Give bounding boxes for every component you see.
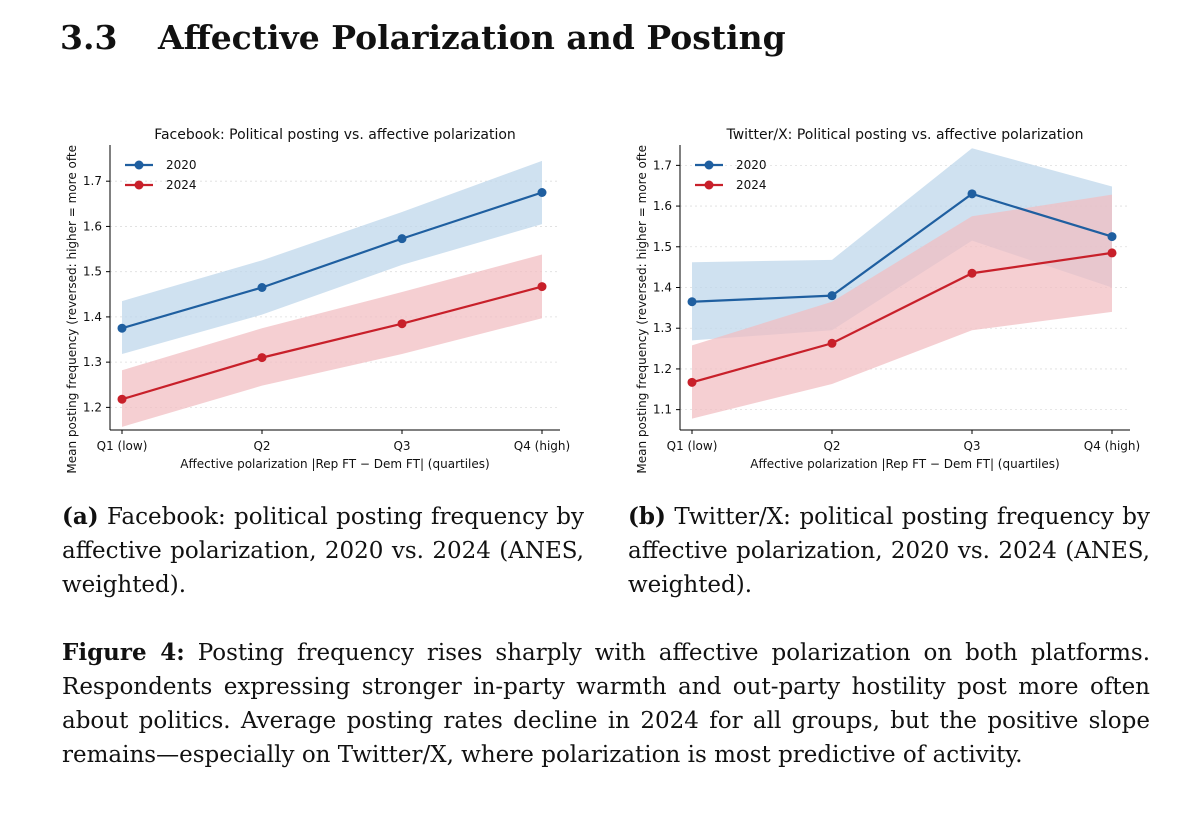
x-tick-label: Q2 — [823, 439, 840, 453]
confidence-band-2024 — [692, 194, 1112, 419]
y-tick-label: 1.3 — [83, 355, 102, 369]
section-heading: 3.3 Affective Polarization and Posting — [60, 18, 786, 57]
legend-marker-2024 — [134, 180, 144, 190]
y-tick-label: 1.6 — [83, 219, 102, 233]
data-point-2024 — [1107, 248, 1117, 258]
x-axis-label: Affective polarization |Rep FT − Dem FT|… — [180, 457, 489, 471]
data-point-2024 — [537, 282, 547, 292]
x-tick-label: Q4 (high) — [514, 439, 570, 453]
data-point-2024 — [687, 377, 697, 387]
section-title: Affective Polarization and Posting — [158, 18, 786, 57]
figure-caption-text: Posting frequency rises sharply with aff… — [62, 640, 1151, 768]
x-tick-label: Q1 (low) — [97, 439, 148, 453]
data-point-2020 — [117, 323, 127, 333]
data-point-2024 — [257, 353, 267, 363]
data-point-2020 — [397, 234, 407, 244]
x-tick-label: Q3 — [393, 439, 410, 453]
x-tick-label: Q3 — [963, 439, 980, 453]
data-point-2020 — [257, 283, 267, 292]
x-tick-label: Q4 (high) — [1084, 439, 1140, 453]
subcaption-b-text: Twitter/X: political posting frequency b… — [628, 504, 1151, 598]
y-tick-label: 1.5 — [83, 265, 102, 279]
figure-caption: Figure 4: Posting frequency rises sharpl… — [62, 636, 1150, 772]
legend-label-2024: 2024 — [166, 178, 197, 192]
legend-label-2024: 2024 — [736, 178, 767, 192]
legend-label-2020: 2020 — [166, 158, 197, 172]
series-line-2024 — [121, 285, 543, 401]
y-tick-label: 1.2 — [83, 400, 102, 414]
y-tick-label: 1.4 — [653, 281, 672, 295]
data-point-2024 — [117, 394, 127, 404]
data-point-2020 — [1107, 232, 1117, 242]
legend-marker-2020 — [134, 160, 144, 170]
chart-title: Facebook: Political posting vs. affectiv… — [154, 127, 516, 143]
series-line-2024 — [691, 251, 1113, 384]
data-point-2020 — [967, 189, 977, 199]
subcaption-a: (a) Facebook: political posting frequenc… — [62, 500, 584, 602]
y-tick-label: 1.5 — [653, 240, 672, 254]
section-number: 3.3 — [60, 18, 118, 57]
y-tick-label: 1.2 — [653, 362, 672, 376]
chart-title: Twitter/X: Political posting vs. affecti… — [725, 127, 1083, 143]
subcaption-b-label: (b) — [628, 503, 666, 530]
data-point-2020 — [827, 291, 837, 301]
subcaption-a-text: Facebook: political posting frequency by… — [62, 504, 584, 598]
confidence-band-2020 — [122, 160, 542, 354]
series-line-2020 — [691, 192, 1113, 303]
series-line-2020 — [121, 191, 543, 330]
subcaption-a-label: (a) — [62, 503, 99, 530]
figure-label: Figure 4: — [62, 639, 185, 666]
x-axis-label: Affective polarization |Rep FT − Dem FT|… — [750, 457, 1059, 471]
y-tick-label: 1.1 — [653, 403, 672, 417]
x-tick-label: Q2 — [253, 439, 270, 453]
data-point-2020 — [537, 188, 547, 197]
x-tick-label: Q1 (low) — [667, 439, 718, 453]
legend-marker-2024 — [704, 180, 714, 190]
data-point-2024 — [967, 268, 977, 278]
y-axis-label: Mean posting frequency (reversed: higher… — [65, 145, 79, 474]
data-point-2024 — [827, 338, 837, 348]
data-point-2020 — [687, 297, 697, 307]
legend-marker-2020 — [704, 160, 714, 170]
y-axis-label: Mean posting frequency (reversed: higher… — [635, 145, 649, 474]
legend-label-2020: 2020 — [736, 158, 767, 172]
facebook-chart: Facebook: Political posting vs. affectiv… — [65, 127, 570, 474]
subcaption-b: (b) Twitter/X: political posting frequen… — [628, 500, 1150, 602]
y-tick-label: 1.3 — [653, 321, 672, 335]
y-tick-label: 1.7 — [83, 174, 102, 188]
y-tick-label: 1.6 — [653, 199, 672, 213]
data-point-2024 — [397, 319, 407, 329]
twitter-chart: Twitter/X: Political posting vs. affecti… — [635, 127, 1140, 474]
y-tick-label: 1.4 — [83, 310, 102, 324]
y-tick-label: 1.7 — [653, 158, 672, 172]
